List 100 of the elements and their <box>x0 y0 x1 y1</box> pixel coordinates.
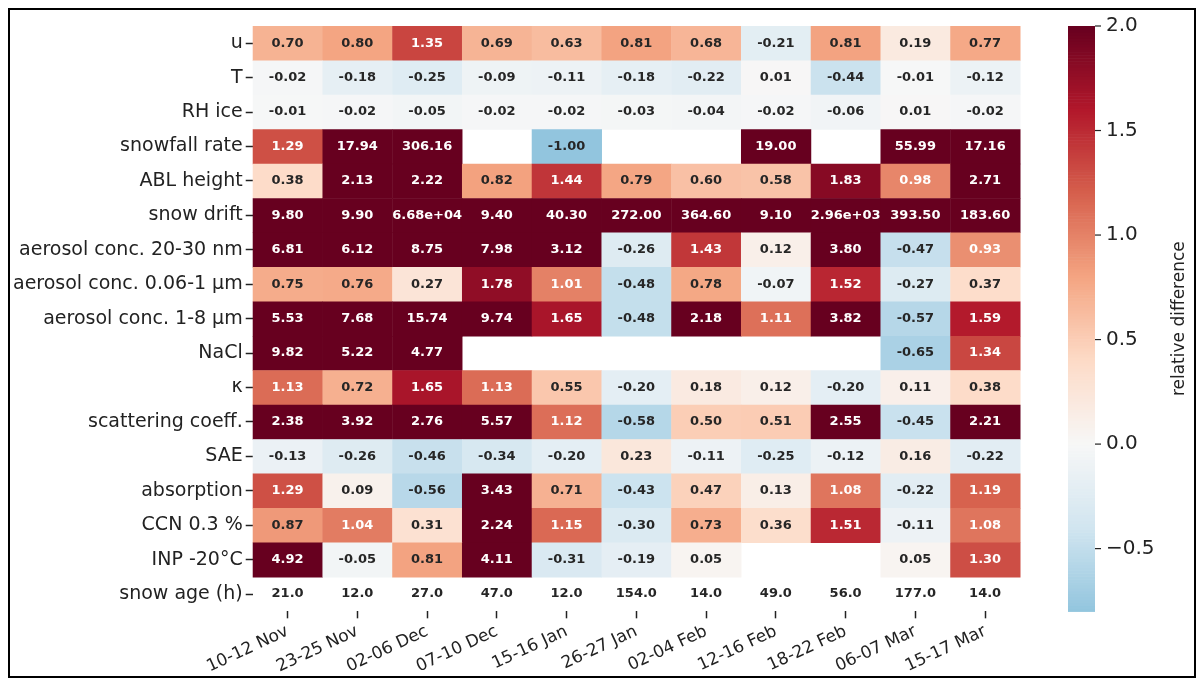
data-label: 0.69 <box>480 34 513 50</box>
data-label: -0.44 <box>826 69 865 85</box>
data-label: -0.48 <box>617 310 656 326</box>
data-label: 1.35 <box>411 34 444 50</box>
text: 21.0 <box>271 585 304 601</box>
color-bar-label: 1.0 <box>1106 221 1138 246</box>
text: 12.0 <box>550 585 583 601</box>
data-label: 6.12 <box>341 241 374 257</box>
data-label: 0.38 <box>271 172 304 188</box>
data-label: -0.34 <box>478 447 516 463</box>
data-label: 9.80 <box>271 206 304 222</box>
y-tick-label: u <box>230 30 243 53</box>
data-label: 1.13 <box>271 378 304 394</box>
data-label: -0.11 <box>896 516 935 532</box>
data-label: -0.20 <box>547 447 586 463</box>
data-label: 0.01 <box>759 69 792 85</box>
text: 49.0 <box>759 585 792 601</box>
text: 14.0 <box>690 585 723 601</box>
data-label: 1.30 <box>969 551 1002 567</box>
data-label: -0.04 <box>687 103 725 119</box>
data-label: 4.92 <box>271 551 304 567</box>
color-bar-label: −0.5 <box>1106 534 1155 559</box>
y-tick-label: snowfall rate <box>120 133 243 156</box>
data-label: 1.34 <box>969 344 1002 360</box>
data-label: 0.73 <box>690 516 723 532</box>
data-label: 15.74 <box>406 310 448 326</box>
data-label: 0.79 <box>620 172 653 188</box>
data-label: -0.20 <box>826 378 865 394</box>
data-label: 2.38 <box>271 413 304 429</box>
data-label: 0.13 <box>759 482 792 498</box>
data-label: -0.46 <box>408 447 446 463</box>
color-bar-label: 1.5 <box>1106 116 1138 141</box>
data-label: 1.78 <box>480 275 513 291</box>
data-label: 2.13 <box>341 172 374 188</box>
color-bar-label: 2.0 <box>1106 12 1138 37</box>
data-label: -0.57 <box>896 310 935 326</box>
data-label: -0.56 <box>408 482 446 498</box>
data-label: 1.04 <box>341 516 374 532</box>
data-label: -0.12 <box>966 69 1004 85</box>
data-label: 2.55 <box>829 413 862 429</box>
data-label: 1.44 <box>550 172 583 188</box>
data-label: 0.98 <box>899 172 932 188</box>
data-label: 0.11 <box>899 378 932 394</box>
data-label: 1.29 <box>271 137 304 153</box>
data-label: 0.76 <box>341 275 374 291</box>
data-label: 6.68e+04 <box>392 206 463 222</box>
data-label: 2.71 <box>969 172 1002 188</box>
y-tick-label: snow age (h) <box>119 581 243 604</box>
data-label: 1.08 <box>829 482 862 498</box>
data-label: 3.80 <box>829 241 862 257</box>
data-label: 0.81 <box>620 34 653 50</box>
text: 47.0 <box>480 585 513 601</box>
data-label: -1.00 <box>547 137 586 153</box>
color-bar-label: 0.0 <box>1106 430 1138 455</box>
data-label: 393.50 <box>890 206 941 222</box>
data-label: 1.01 <box>550 275 583 291</box>
data-label: 183.60 <box>960 206 1011 222</box>
data-label: 0.12 <box>759 241 792 257</box>
data-label: 2.21 <box>969 413 1002 429</box>
data-label: 0.38 <box>969 378 1002 394</box>
y-tick-label: SAE <box>205 443 243 466</box>
text: 27.0 <box>411 585 444 601</box>
text: 56.0 <box>829 585 862 601</box>
data-label: 17.94 <box>336 137 378 153</box>
data-label: 0.75 <box>271 275 304 291</box>
data-label: 1.15 <box>550 516 583 532</box>
data-label: -0.22 <box>687 69 725 85</box>
data-label: 0.47 <box>690 482 723 498</box>
data-label: -0.05 <box>338 551 377 567</box>
y-tick-label: aerosol conc. 1-8 μm <box>43 305 243 328</box>
data-label: 9.74 <box>480 310 513 326</box>
y-tick-label: INP -20°C <box>151 546 243 569</box>
data-label: 0.05 <box>899 551 932 567</box>
data-label: 0.60 <box>690 172 723 188</box>
data-label: 2.76 <box>411 413 444 429</box>
data-label: 4.11 <box>480 551 513 567</box>
data-label: -0.65 <box>896 344 935 360</box>
data-label: -0.19 <box>617 551 656 567</box>
data-label: 4.77 <box>411 344 444 360</box>
data-label: 272.00 <box>611 206 662 222</box>
data-label: -0.22 <box>896 482 935 498</box>
data-label: 0.80 <box>341 34 374 50</box>
data-label: 0.09 <box>341 482 374 498</box>
data-label: -0.18 <box>338 69 377 85</box>
data-label: -0.02 <box>268 69 307 85</box>
data-label: 3.12 <box>550 241 583 257</box>
data-label: 2.18 <box>690 310 723 326</box>
data-label: -0.58 <box>617 413 656 429</box>
data-label: 0.36 <box>759 516 792 532</box>
data-label: 40.30 <box>546 206 588 222</box>
data-label: 0.27 <box>411 275 444 291</box>
data-label: 1.65 <box>411 378 444 394</box>
data-label: 1.65 <box>550 310 583 326</box>
data-label: -0.48 <box>617 275 656 291</box>
data-label: -0.11 <box>687 447 725 463</box>
data-label: 0.05 <box>690 551 723 567</box>
data-label: 0.51 <box>759 413 792 429</box>
data-label: 3.82 <box>829 310 862 326</box>
color-bar-label: 0.5 <box>1106 325 1138 350</box>
data-label: 0.16 <box>899 447 932 463</box>
